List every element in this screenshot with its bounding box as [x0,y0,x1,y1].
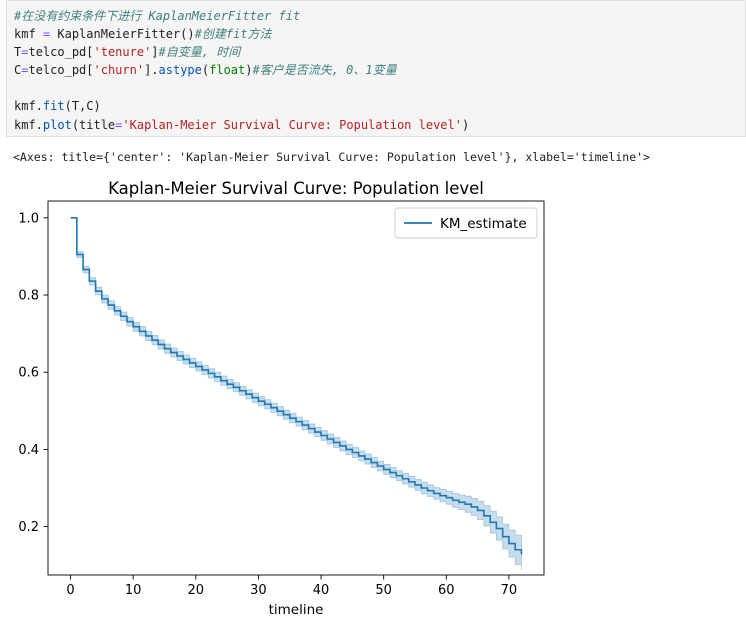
code-token: = [21,45,29,60]
code-token: kmf [14,27,43,42]
code-token: T [14,45,22,60]
code-line: kmf.fit(T,C) [14,97,469,115]
code-token: ]. [144,63,159,78]
x-tick-label: 70 [501,583,518,598]
code-token: ] [151,45,159,60]
code-line: kmf = KaplanMeierFitter()#创建fit方法 [14,25,469,43]
code-token: (title [71,117,116,132]
code-token: fit [42,99,65,114]
code-token: 'churn' [93,63,145,78]
chart-title: Kaplan-Meier Survival Curve: Population … [108,179,484,198]
survival-step-line [70,217,523,555]
code-token: plot [42,117,72,132]
code-token: kmf. [14,99,43,114]
code-line: kmf.plot(title='Kaplan-Meier Survival Cu… [14,116,469,134]
x-tick-label: 50 [375,583,392,598]
x-tick-label: 10 [125,583,142,598]
code-token: KaplanMeierFitter() [50,27,195,42]
code-token: kmf. [14,117,43,132]
code-token: = [115,117,123,132]
code-token: #自变量, 时间 [158,45,241,60]
code-line: #在没有约束条件下进行 KaplanMeierFitter fit [14,7,469,25]
x-tick-label: 40 [313,583,330,598]
code-token: telco_pd[ [28,45,94,60]
legend-label: KM_estimate [440,216,527,232]
y-tick-label: 0.2 [18,520,39,535]
y-tick-label: 0.4 [18,443,39,458]
code-token: ( [201,63,210,78]
code-token: ) [461,117,470,132]
code-token: C [14,63,22,78]
axes-frame [47,200,545,576]
code-token: 'Kaplan-Meier Survival Curve: Population… [122,117,462,132]
x-tick-label: 60 [438,583,455,598]
x-tick-label: 30 [250,583,267,598]
y-tick-label: 0.6 [18,366,39,381]
code-token: ) [245,63,253,78]
code-token: 'tenure' [93,45,152,60]
km-survival-chart: 0 10 20 30 40 50 60 70 0.2 0.4 0.6 0.8 1.0 Kaplan-Mei… [18,179,545,617]
code-token: = [21,63,29,78]
code-cell[interactable]: #在没有约束条件下进行 KaplanMeierFitter fit kmf = K… [6,0,746,137]
x-tick-label: 0 [66,583,74,598]
legend-box [394,207,538,239]
x-tick-label: 20 [188,583,205,598]
code-line: T=telco_pd['tenure']#自变量, 时间 [14,43,469,61]
code-token: #客户是否流失, 0、1变量 [252,63,397,78]
code-token: float [209,63,246,78]
code-token: (T,C) [64,99,101,114]
code-token: astype [158,63,202,78]
confidence-interval-band [70,217,522,571]
code-token: #在没有约束条件下进行 KaplanMeierFitter fit [14,9,301,23]
cell-output-text: <Axes: title={'center': 'Kaplan-Meier Su… [13,150,650,164]
code-editor[interactable]: #在没有约束条件下进行 KaplanMeierFitter fit kmf = K… [14,7,469,134]
code-line [14,79,469,97]
code-token: telco_pd[ [28,63,94,78]
y-tick-label: 1.0 [18,211,39,226]
code-line: C=telco_pd['churn'].astype(float)#客户是否流失… [14,61,469,79]
y-tick-label: 0.8 [18,289,39,304]
code-token: #创建fit方法 [194,27,272,42]
x-axis-label: timeline [269,602,324,617]
code-token: = [42,27,51,42]
